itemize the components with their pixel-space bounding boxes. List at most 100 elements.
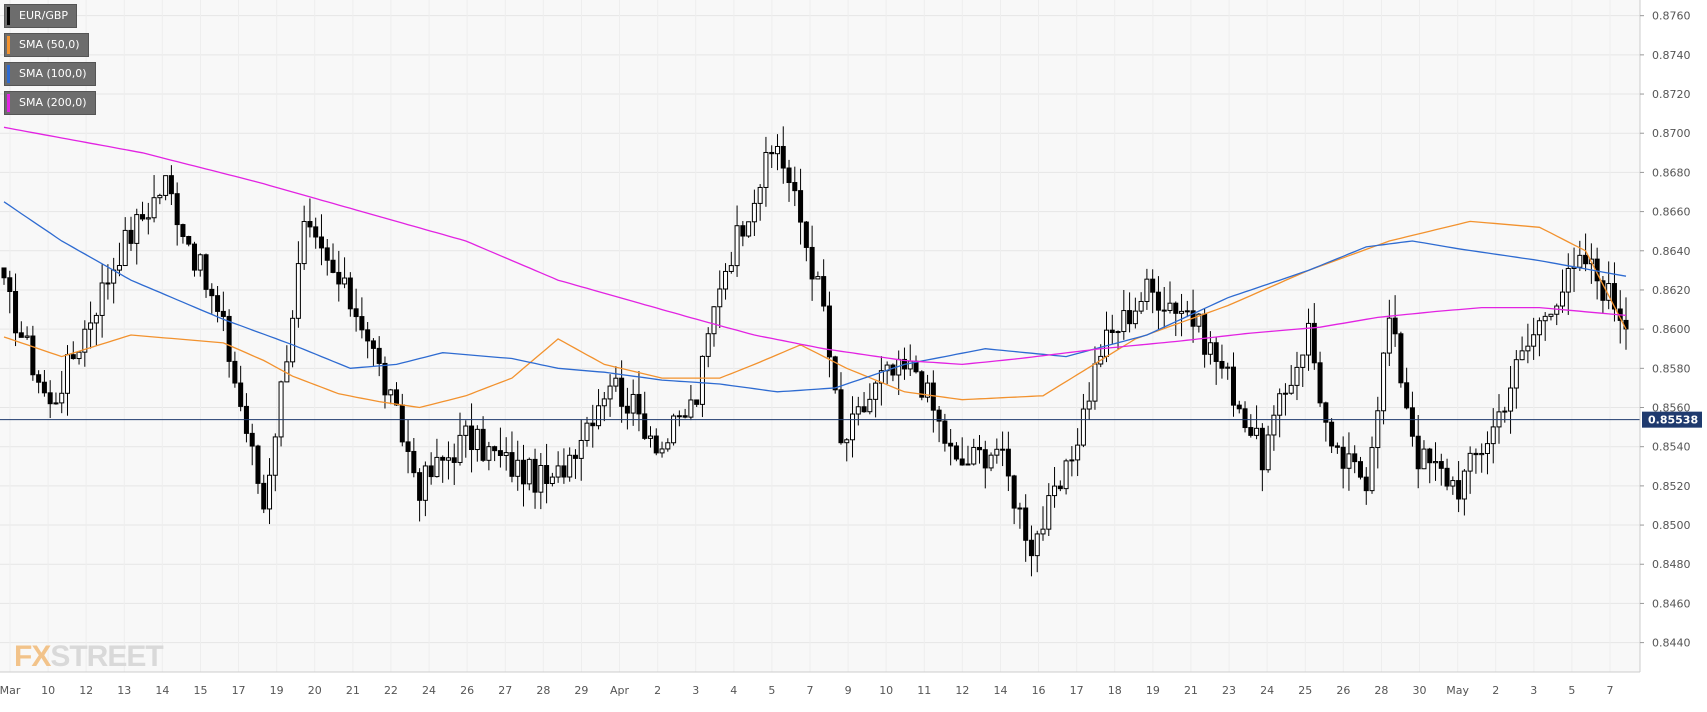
- candle-body: [1000, 448, 1006, 451]
- candle-body: [1040, 528, 1046, 535]
- candle-body: [376, 347, 382, 364]
- candle-body: [388, 389, 394, 396]
- candle: [1080, 393, 1086, 448]
- x-tick-label: 19: [1146, 684, 1160, 697]
- candle-body: [751, 202, 757, 223]
- candle: [105, 264, 111, 300]
- candle: [936, 405, 942, 443]
- candle-body: [1490, 426, 1496, 445]
- candle: [1421, 440, 1427, 470]
- candle: [1577, 240, 1583, 271]
- candle-body: [1323, 402, 1329, 423]
- candle-body: [619, 377, 625, 407]
- candle: [682, 408, 688, 419]
- candle-body: [1277, 393, 1283, 416]
- candle-body: [544, 465, 550, 484]
- candle: [838, 372, 844, 445]
- candle: [723, 263, 729, 300]
- candle: [647, 426, 654, 448]
- candle: [99, 264, 105, 338]
- candle: [359, 297, 365, 339]
- candle-body: [705, 333, 711, 357]
- candle: [140, 201, 146, 222]
- candle-body: [1427, 448, 1433, 464]
- candle-body: [1, 267, 7, 279]
- candle-body: [261, 482, 267, 510]
- candle: [1236, 400, 1242, 414]
- candle: [688, 384, 694, 421]
- logo-prefix: FX: [14, 640, 51, 673]
- candle-body: [1138, 300, 1144, 312]
- candle: [1144, 268, 1150, 310]
- candle-body: [59, 392, 65, 404]
- x-tick-label: 14: [993, 684, 1007, 697]
- candle-body: [948, 442, 954, 447]
- legend-swatch: [7, 7, 10, 25]
- candle-body: [1536, 320, 1542, 336]
- y-tick-label: 0.8640: [1652, 245, 1691, 258]
- y-tick-label: 0.8700: [1652, 127, 1691, 140]
- candle: [1288, 365, 1294, 395]
- candle-body: [982, 449, 988, 469]
- candle-body: [1103, 329, 1110, 357]
- candle: [532, 448, 538, 509]
- candle: [70, 341, 76, 360]
- legend-swatch: [7, 65, 10, 83]
- candle: [596, 389, 602, 430]
- candle-body: [774, 145, 780, 155]
- current-price-tag: [1642, 411, 1702, 428]
- candle: [717, 270, 723, 329]
- candle-body: [7, 277, 13, 292]
- candle-body: [353, 308, 359, 318]
- candle-body: [295, 263, 301, 319]
- candle: [942, 413, 948, 452]
- candle-body: [1508, 387, 1514, 412]
- candle: [267, 458, 273, 525]
- sma-lines: [3, 126, 1627, 409]
- candle-body: [336, 271, 342, 285]
- candle: [1259, 423, 1265, 492]
- candle: [1046, 483, 1052, 536]
- candle: [393, 382, 400, 406]
- candle-body: [215, 295, 221, 312]
- candle: [1456, 461, 1462, 513]
- candle-body: [1306, 322, 1312, 356]
- candle: [197, 253, 203, 277]
- candle-body: [1300, 354, 1306, 368]
- candle-body: [538, 465, 544, 493]
- candle: [180, 223, 186, 244]
- candle-body: [549, 476, 555, 484]
- candle: [122, 217, 128, 267]
- candle-body: [659, 448, 665, 454]
- y-tick-label: 0.8440: [1652, 637, 1691, 650]
- x-tick-label: 28: [536, 684, 550, 697]
- candle-body: [821, 276, 827, 307]
- candle-body: [798, 190, 804, 223]
- candle: [1179, 293, 1185, 337]
- sma100-line: [3, 201, 1627, 393]
- candle-body: [590, 422, 596, 427]
- candle-body: [1265, 434, 1271, 471]
- candles: [1, 126, 1629, 577]
- candle-body: [1225, 366, 1231, 369]
- candle-body: [1242, 408, 1248, 429]
- candle-body: [342, 277, 348, 285]
- legend-swatch: [7, 36, 10, 54]
- candle: [1409, 391, 1415, 447]
- x-axis: Mar 10 12 13 14 15 17 19 20 21 22 24 26 27 28 29 Apr 2 3 4 5…: [0, 671, 1640, 697]
- candle: [520, 444, 527, 507]
- x-tick-label: 13: [117, 684, 131, 697]
- legend-item: SMA (50,0): [4, 33, 89, 57]
- candle: [826, 291, 832, 378]
- candle-body: [607, 385, 613, 400]
- candle-body: [728, 265, 734, 272]
- candle-body: [1196, 313, 1202, 327]
- x-tick-label: 28: [1374, 684, 1388, 697]
- candle-body: [1075, 444, 1081, 461]
- candle: [1536, 317, 1542, 357]
- candle: [307, 198, 313, 238]
- candle: [1450, 476, 1456, 495]
- candle: [953, 442, 959, 462]
- y-tick-label: 0.8500: [1652, 519, 1691, 532]
- candle: [474, 425, 480, 462]
